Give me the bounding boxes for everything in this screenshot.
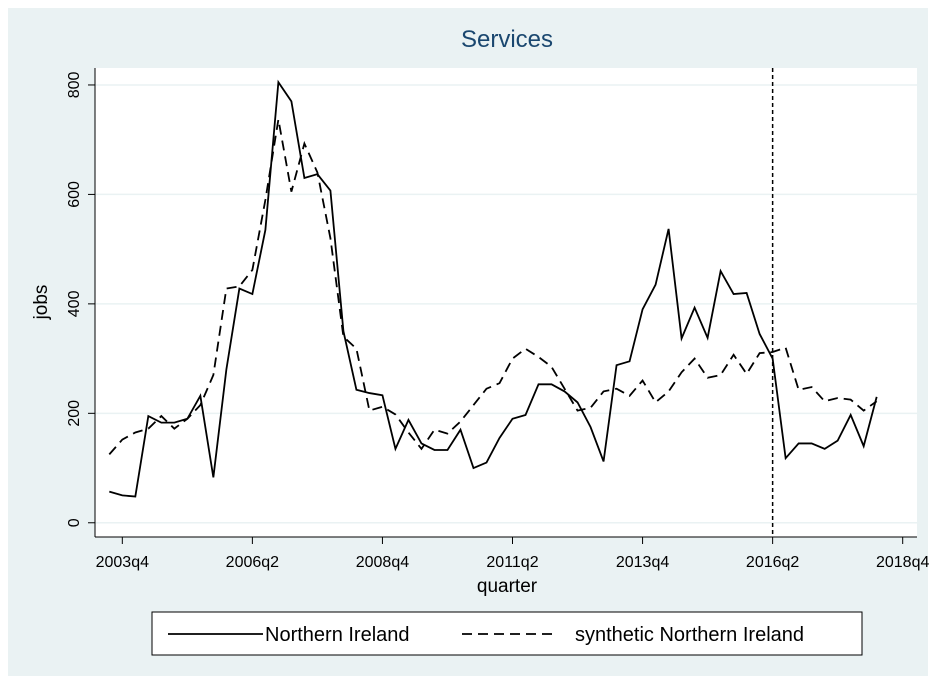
x-tick-label: 2016q2 xyxy=(746,554,799,571)
y-tick-label: 200 xyxy=(66,400,83,427)
legend-label: synthetic Northern Ireland xyxy=(575,624,804,646)
y-tick-label: 0 xyxy=(66,518,83,527)
y-tick-label: 800 xyxy=(66,72,83,99)
plot-region xyxy=(95,68,917,537)
series-line xyxy=(109,79,878,498)
y-tick-label: 400 xyxy=(66,290,83,317)
y-axis-label: jobs xyxy=(31,285,52,321)
legend-items: Northern Ireland synthetic Northern Irela… xyxy=(168,624,804,646)
legend-label: Northern Ireland xyxy=(265,624,410,646)
legend xyxy=(151,611,863,656)
chart-title: Services xyxy=(461,26,553,53)
y-tick-label: 600 xyxy=(66,181,83,208)
x-axis-label: quarter xyxy=(477,576,538,597)
series-line xyxy=(108,119,878,455)
x-tick-label: 2006q2 xyxy=(226,554,279,571)
x-tick-label: 2011q2 xyxy=(486,554,538,571)
grid: 0 200 400 600 800 2003q4 2006q2 2008q4 2011q2 201… xyxy=(66,72,929,571)
x-tick-label: 2008q4 xyxy=(356,554,409,571)
marks xyxy=(108,68,878,537)
x-tick-label: 2003q4 xyxy=(96,554,149,571)
x-tick-label: 2018q4 xyxy=(876,554,929,571)
x-tick-label: 2013q4 xyxy=(616,554,669,571)
